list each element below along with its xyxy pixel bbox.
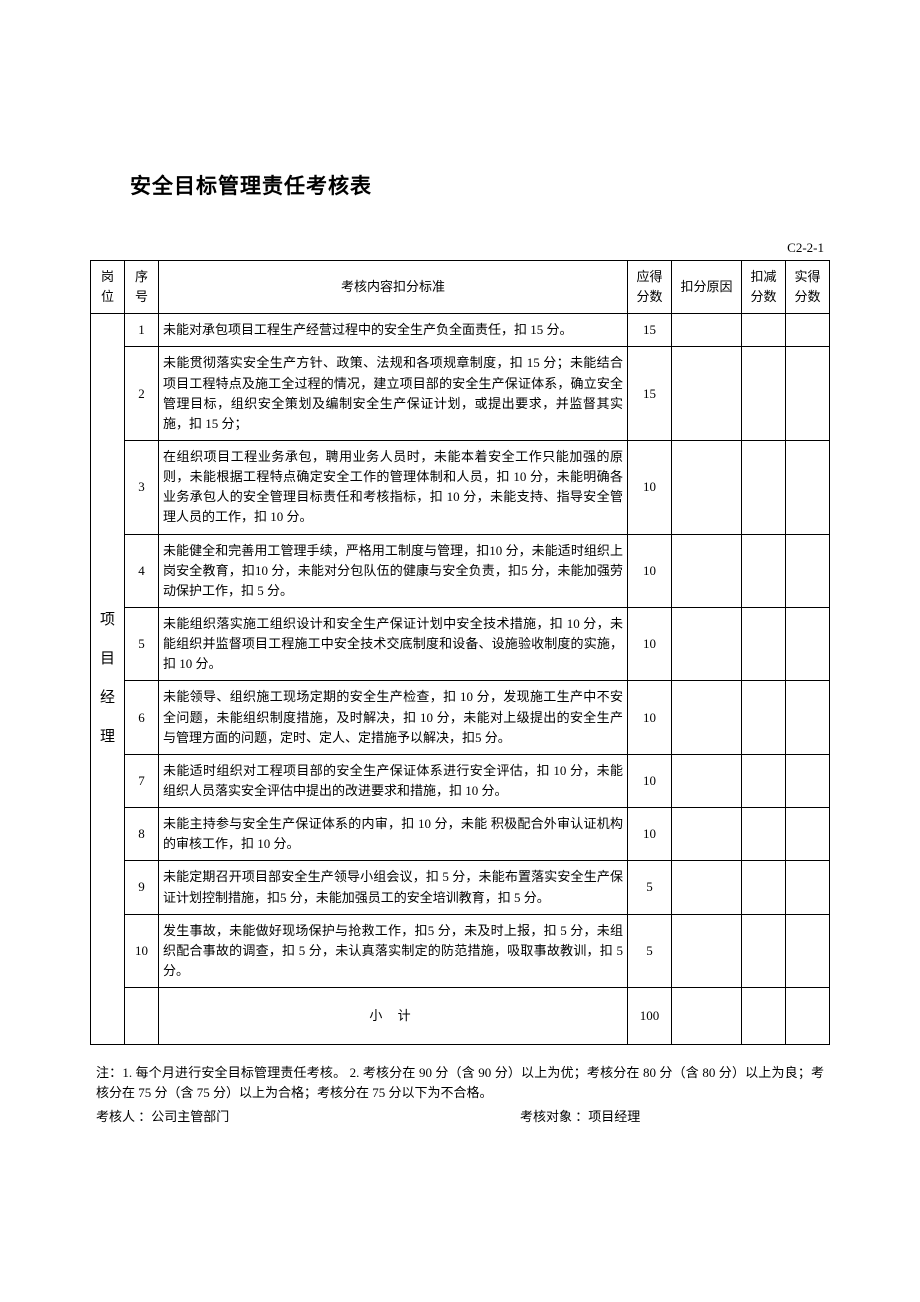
reason-cell	[672, 607, 742, 680]
actual-cell	[786, 347, 830, 441]
reason-cell	[672, 314, 742, 347]
table-row: 6未能领导、组织施工现场定期的安全生产检查，扣 10 分，发现施工生产中不安全问…	[91, 681, 830, 754]
header-content: 考核内容扣分标准	[159, 261, 628, 314]
reason-cell	[672, 347, 742, 441]
score-cell: 10	[628, 754, 672, 807]
subtotal-deduct	[742, 988, 786, 1045]
deduct-cell	[742, 440, 786, 534]
assessee-label: 考核对象 ：	[520, 1109, 588, 1124]
actual-cell	[786, 861, 830, 914]
content-cell: 未能健全和完善用工管理手续，严格用工制度与管理，扣10 分，未能适时组织上岗安全…	[159, 534, 628, 607]
subtotal-row: 小 计100	[91, 988, 830, 1045]
content-cell: 未能主持参与安全生产保证体系的内审，扣 10 分，未能 积极配合外审认证机构的审…	[159, 808, 628, 861]
table-row: 4未能健全和完善用工管理手续，严格用工制度与管理，扣10 分，未能适时组织上岗安…	[91, 534, 830, 607]
content-cell: 未能组织落实施工组织设计和安全生产保证计划中安全技术措施，扣 10 分，未能组织…	[159, 607, 628, 680]
header-score: 应得分数	[628, 261, 672, 314]
table-header-row: 岗位 序号 考核内容扣分标准 应得分数 扣分原因 扣减分数 实得分数	[91, 261, 830, 314]
table-row: 9未能定期召开项目部安全生产领导小组会议，扣 5 分，未能布置落实安全生产保证计…	[91, 861, 830, 914]
score-cell: 10	[628, 607, 672, 680]
table-row: 8未能主持参与安全生产保证体系的内审，扣 10 分，未能 积极配合外审认证机构的…	[91, 808, 830, 861]
content-cell: 在组织项目工程业务承包，聘用业务人员时，未能本着安全工作只能加强的原则，未能根据…	[159, 440, 628, 534]
deduct-cell	[742, 754, 786, 807]
page-title: 安全目标管理责任考核表	[130, 170, 830, 200]
score-cell: 10	[628, 681, 672, 754]
deduct-cell	[742, 914, 786, 987]
score-cell: 10	[628, 440, 672, 534]
seq-cell: 9	[125, 861, 159, 914]
score-cell: 15	[628, 347, 672, 441]
table-row: 7未能适时组织对工程项目部的安全生产保证体系进行安全评估，扣 10 分，未能组织…	[91, 754, 830, 807]
table-row: 5未能组织落实施工组织设计和安全生产保证计划中安全技术措施，扣 10 分，未能组…	[91, 607, 830, 680]
actual-cell	[786, 440, 830, 534]
seq-cell: 5	[125, 607, 159, 680]
table-row: 10发生事故，未能做好现场保护与抢救工作，扣5 分，未及时上报，扣 5 分，未组…	[91, 914, 830, 987]
actual-cell	[786, 681, 830, 754]
header-position: 岗位	[91, 261, 125, 314]
score-cell: 5	[628, 914, 672, 987]
reason-cell	[672, 534, 742, 607]
actual-cell	[786, 314, 830, 347]
subtotal-reason	[672, 988, 742, 1045]
table-row: 2未能贯彻落实安全生产方针、政策、法规和各项规章制度，扣 15 分；未能结合项目…	[91, 347, 830, 441]
seq-cell: 7	[125, 754, 159, 807]
actual-cell	[786, 607, 830, 680]
score-cell: 5	[628, 861, 672, 914]
assessor-value: 公司主管部门	[151, 1109, 229, 1124]
score-cell: 10	[628, 808, 672, 861]
reason-cell	[672, 681, 742, 754]
actual-cell	[786, 808, 830, 861]
form-code: C2-2-1	[90, 240, 830, 256]
seq-cell: 1	[125, 314, 159, 347]
deduct-cell	[742, 534, 786, 607]
content-cell: 未能适时组织对工程项目部的安全生产保证体系进行安全评估，扣 10 分，未能组织人…	[159, 754, 628, 807]
content-cell: 未能对承包项目工程生产经营过程中的安全生产负全面责任，扣 15 分。	[159, 314, 628, 347]
header-actual: 实得分数	[786, 261, 830, 314]
notes-text: 注：1. 每个月进行安全目标管理责任考核。 2. 考核分在 90 分（含 90 …	[90, 1063, 830, 1103]
table-row: 项目经理1未能对承包项目工程生产经营过程中的安全生产负全面责任，扣 15 分。1…	[91, 314, 830, 347]
seq-cell: 6	[125, 681, 159, 754]
deduct-cell	[742, 681, 786, 754]
subtotal-label: 小 计	[159, 988, 628, 1045]
score-cell: 10	[628, 534, 672, 607]
seq-cell: 2	[125, 347, 159, 441]
header-deduct: 扣减分数	[742, 261, 786, 314]
actual-cell	[786, 914, 830, 987]
header-seq: 序号	[125, 261, 159, 314]
content-cell: 未能定期召开项目部安全生产领导小组会议，扣 5 分，未能布置落实安全生产保证计划…	[159, 861, 628, 914]
content-cell: 未能领导、组织施工现场定期的安全生产检查，扣 10 分，发现施工生产中不安全问题…	[159, 681, 628, 754]
subtotal-actual	[786, 988, 830, 1045]
deduct-cell	[742, 607, 786, 680]
seq-cell: 4	[125, 534, 159, 607]
header-reason: 扣分原因	[672, 261, 742, 314]
score-cell: 15	[628, 314, 672, 347]
subtotal-score: 100	[628, 988, 672, 1045]
assessee-value: 项目经理	[588, 1109, 640, 1124]
assessor-label: 考核人 ：	[96, 1109, 151, 1124]
signers-row: 考核人 ：公司主管部门 考核对象 ：项目经理	[90, 1106, 830, 1125]
subtotal-seq	[125, 988, 159, 1045]
deduct-cell	[742, 314, 786, 347]
deduct-cell	[742, 861, 786, 914]
reason-cell	[672, 914, 742, 987]
reason-cell	[672, 754, 742, 807]
seq-cell: 8	[125, 808, 159, 861]
table-row: 3在组织项目工程业务承包，聘用业务人员时，未能本着安全工作只能加强的原则，未能根…	[91, 440, 830, 534]
actual-cell	[786, 534, 830, 607]
deduct-cell	[742, 808, 786, 861]
seq-cell: 3	[125, 440, 159, 534]
deduct-cell	[742, 347, 786, 441]
seq-cell: 10	[125, 914, 159, 987]
assessment-table: 岗位 序号 考核内容扣分标准 应得分数 扣分原因 扣减分数 实得分数 项目经理1…	[90, 260, 830, 1045]
content-cell: 未能贯彻落实安全生产方针、政策、法规和各项规章制度，扣 15 分；未能结合项目工…	[159, 347, 628, 441]
content-cell: 发生事故，未能做好现场保护与抢救工作，扣5 分，未及时上报，扣 5 分，未组织配…	[159, 914, 628, 987]
actual-cell	[786, 754, 830, 807]
reason-cell	[672, 808, 742, 861]
position-cell: 项目经理	[91, 314, 125, 1045]
reason-cell	[672, 861, 742, 914]
reason-cell	[672, 440, 742, 534]
